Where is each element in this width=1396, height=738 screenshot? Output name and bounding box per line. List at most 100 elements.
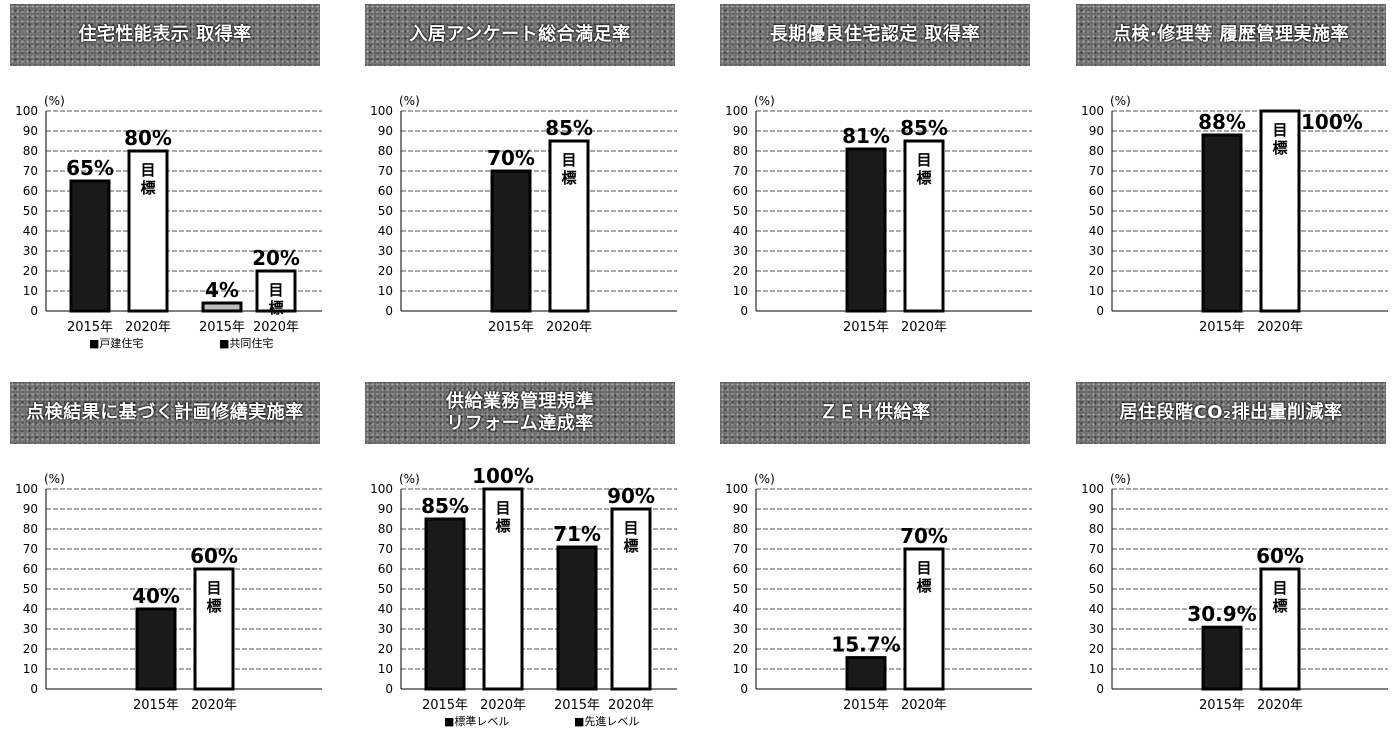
value-label: 90% xyxy=(607,484,655,508)
y-tick-label: 50 xyxy=(1089,204,1104,218)
y-tick-label: 90 xyxy=(1089,124,1104,138)
target-marker: 目 xyxy=(623,519,638,537)
value-label: 71% xyxy=(553,522,601,546)
x-tick-label: 2020年 xyxy=(480,698,526,713)
y-tick-label: 30 xyxy=(1089,622,1104,636)
y-tick-label: 0 xyxy=(740,682,748,696)
unit-label: (%) xyxy=(1110,94,1131,108)
y-tick-label: 40 xyxy=(378,602,393,616)
target-marker: 標 xyxy=(1272,597,1287,615)
bar-chart: 0 10 20 30 40 50 60 70 80 90 100 (%) 70% 2015年 目標 85% 20… xyxy=(370,94,677,335)
y-tick-label: 100 xyxy=(370,104,393,118)
x-tick-label: 2015年 xyxy=(1199,698,1245,713)
target-marker: 標 xyxy=(206,597,221,615)
target-marker: 標 xyxy=(561,169,576,187)
y-tick-label: 80 xyxy=(378,522,393,536)
y-tick-label: 40 xyxy=(733,602,748,616)
target-marker: 目 xyxy=(268,281,283,299)
y-tick-label: 50 xyxy=(1089,582,1104,596)
y-tick-label: 10 xyxy=(733,662,748,676)
panel-header: 点検結果に基づく計画修繕実施率 xyxy=(10,382,320,444)
y-tick-label: 70 xyxy=(1089,164,1104,178)
y-tick-label: 0 xyxy=(385,304,393,318)
value-label: 40% xyxy=(132,584,180,608)
y-tick-label: 20 xyxy=(378,642,393,656)
unit-label: (%) xyxy=(44,472,65,486)
x-tick-label: 2020年 xyxy=(125,320,171,335)
y-tick-label: 90 xyxy=(1089,502,1104,516)
value-label: 70% xyxy=(900,524,948,548)
y-tick-label: 30 xyxy=(378,244,393,258)
target-marker: 目 xyxy=(1272,579,1287,597)
target-marker: 目 xyxy=(916,151,931,169)
data-bar xyxy=(1201,133,1243,313)
y-tick-label: 90 xyxy=(733,124,748,138)
kpi-panel: 供給業務管理規準 リフォーム達成率 0 10 20 30 40 50 60 70 80 90 100 (%… xyxy=(355,378,685,730)
value-label: 70% xyxy=(487,146,535,170)
x-tick-label: 2015年 xyxy=(488,320,534,335)
value-label: 85% xyxy=(900,116,948,140)
data-bar xyxy=(556,545,598,691)
panel-title: 入居アンケート総合満足率 xyxy=(409,24,631,45)
x-tick-label: 2020年 xyxy=(1257,320,1303,335)
y-tick-label: 40 xyxy=(23,602,38,616)
data-bar xyxy=(845,656,887,691)
kpi-panel: ＺＥＨ供給率 0 10 20 30 40 50 60 70 80 90 100 (%) 15.7% 2015… xyxy=(710,378,1040,730)
y-tick-label: 60 xyxy=(733,562,748,576)
data-bar xyxy=(490,169,532,313)
value-label: 100% xyxy=(1301,110,1363,134)
target-marker: 標 xyxy=(623,537,638,555)
x-tick-label: 2015年 xyxy=(843,698,889,713)
y-tick-label: 10 xyxy=(378,284,393,298)
target-marker: 標 xyxy=(916,577,931,595)
y-tick-label: 100 xyxy=(15,482,38,496)
y-tick-label: 20 xyxy=(23,642,38,656)
panel-title: 住宅性能表示 取得率 xyxy=(78,24,252,45)
y-tick-label: 50 xyxy=(378,204,393,218)
y-tick-label: 30 xyxy=(23,244,38,258)
y-tick-label: 90 xyxy=(733,502,748,516)
panel-title: 居住段階CO₂排出量削減率 xyxy=(1119,402,1343,423)
target-marker: 標 xyxy=(1272,139,1287,157)
y-tick-label: 20 xyxy=(23,264,38,278)
value-label: 85% xyxy=(421,494,469,518)
y-tick-label: 60 xyxy=(23,184,38,198)
value-label: 15.7% xyxy=(831,633,900,657)
y-tick-label: 0 xyxy=(30,682,38,696)
target-marker: 目 xyxy=(1272,121,1287,139)
y-tick-label: 80 xyxy=(1089,144,1104,158)
bar-chart: 0102030405060708090100(%)65%2015年目標80%20… xyxy=(15,94,322,350)
kpi-panel: 点検·修理等 履歴管理実施率 0 10 20 30 40 50 60 70 80 90 100 (%) 8… xyxy=(1066,0,1396,352)
data-bar xyxy=(201,301,243,313)
y-tick-label: 70 xyxy=(23,542,38,556)
y-tick-label: 50 xyxy=(733,582,748,596)
y-tick-label: 10 xyxy=(1089,662,1104,676)
value-label: 85% xyxy=(545,116,593,140)
x-tick-label: 2020年 xyxy=(1257,698,1303,713)
target-bar xyxy=(127,149,169,313)
y-tick-label: 0 xyxy=(30,304,38,318)
y-tick-label: 90 xyxy=(23,502,38,516)
kpi-panel: 点検結果に基づく計画修繕実施率 0 10 20 30 40 50 60 70 80 90 100 (%)… xyxy=(0,378,330,730)
y-tick-label: 100 xyxy=(725,482,748,496)
kpi-panel: 入居アンケート総合満足率 0 10 20 30 40 50 60 70 80 90 100 (%) 70%… xyxy=(355,0,685,352)
data-bar xyxy=(845,147,887,313)
y-tick-label: 40 xyxy=(378,224,393,238)
value-label: 80% xyxy=(124,126,172,150)
y-tick-label: 20 xyxy=(1089,642,1104,656)
target-marker: 目 xyxy=(206,579,221,597)
y-tick-label: 100 xyxy=(370,482,393,496)
y-tick-label: 80 xyxy=(733,144,748,158)
value-label: 30.9% xyxy=(1187,602,1256,626)
x-tick-label: 2015年 xyxy=(554,698,600,713)
target-marker: 標 xyxy=(140,179,155,197)
unit-label: (%) xyxy=(399,94,420,108)
unit-label: (%) xyxy=(44,94,65,108)
panel-title: ＺＥＨ供給率 xyxy=(819,402,931,423)
panel-title: 長期優良住宅認定 取得率 xyxy=(769,24,981,45)
y-tick-label: 40 xyxy=(1089,602,1104,616)
group-legend: ■戸建住宅 xyxy=(89,336,143,350)
value-label: 88% xyxy=(1198,110,1246,134)
value-label: 60% xyxy=(190,544,238,568)
